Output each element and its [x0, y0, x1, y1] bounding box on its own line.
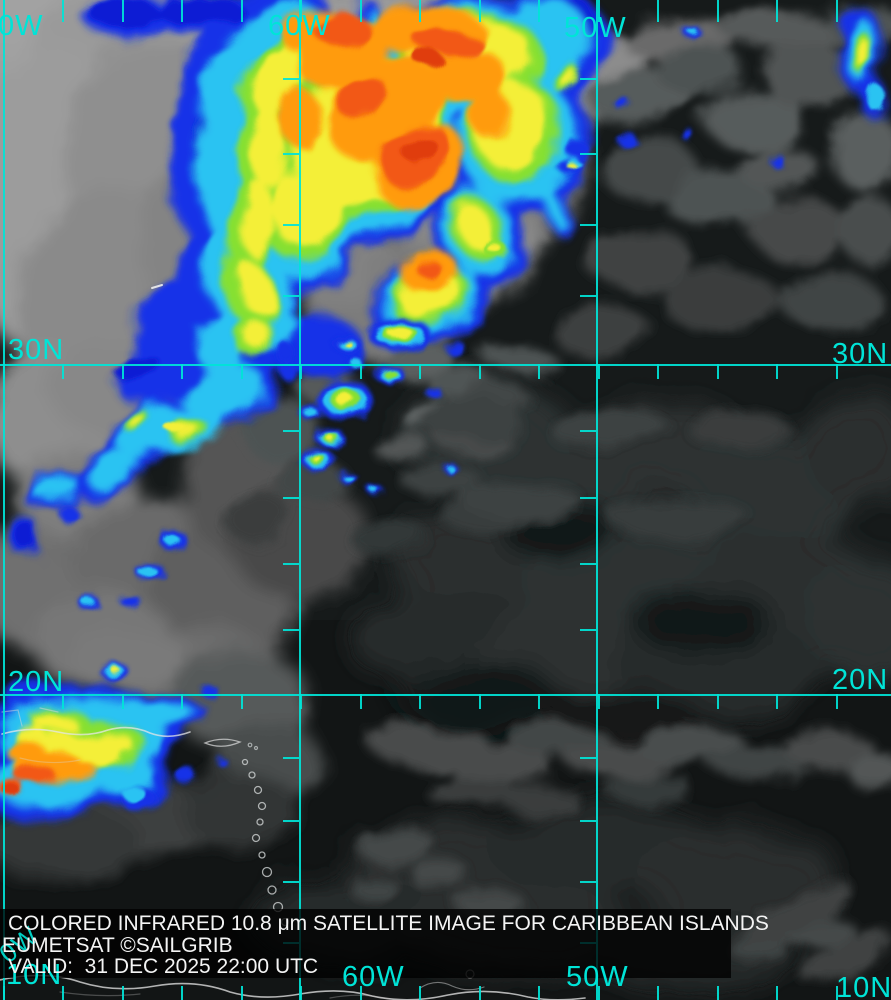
grid-label-right-20n: 20N: [832, 664, 889, 696]
grid-label-left-30n: 30N: [8, 334, 65, 366]
grid-label-top-70w: 0W: [0, 10, 44, 42]
grid-label-right-30n: 30N: [832, 338, 889, 370]
grid-label-top-50w: 50W: [564, 12, 627, 44]
grid-label-top-60w: 60W: [268, 10, 331, 42]
grid-label-bottom-10n-right: 10N: [836, 972, 891, 1000]
caption-product-line: COLORED INFRARED 10.8 μm SATELLITE IMAGE…: [8, 912, 769, 935]
grid-label-bottom-50w: 50W: [566, 961, 629, 993]
grid-label-left-20n: 20N: [8, 666, 65, 698]
caption-source-line: EUMETSAT ©SAILGRIB: [2, 934, 233, 957]
caption-background: [0, 909, 731, 978]
caption-valid-line: VALID: 31 DEC 2025 22:00 UTC: [8, 955, 319, 978]
grid-label-bottom-10n-left: 10N: [6, 959, 63, 991]
grid-label-bottom-60w: 60W: [342, 961, 405, 993]
